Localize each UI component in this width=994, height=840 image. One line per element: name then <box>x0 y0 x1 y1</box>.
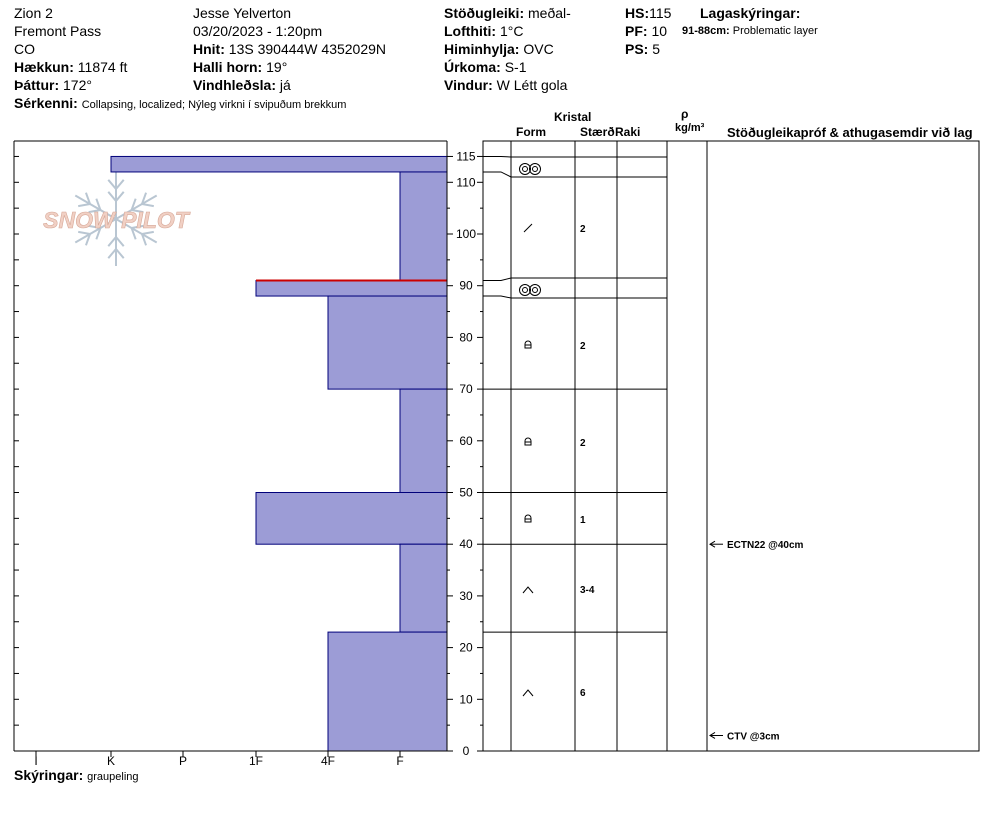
comments: Skýringar: graupeling <box>14 767 139 783</box>
air-temp: Lofthiti: 1°C <box>444 23 524 39</box>
hardness-bar <box>255 492 448 545</box>
y-tick-label: 60 <box>459 434 473 448</box>
test-arrow-head <box>709 732 716 739</box>
faceted-icon <box>524 340 532 349</box>
y-tick-label: 70 <box>459 382 473 396</box>
layer-connector <box>483 171 512 178</box>
hardness-bar <box>327 295 448 390</box>
stability-tests: ECTN22 @40cm CTV @3cm <box>709 540 804 742</box>
x-tick-label: P <box>179 754 187 768</box>
crystal-size-label: 2 <box>580 438 586 449</box>
depth-axis: 0 10 20 30 40 50 60 70 80 90 100 110 115 <box>447 149 483 758</box>
y-tick-label: 30 <box>459 589 473 603</box>
graupel-icon-inner <box>532 166 538 172</box>
features: Sérkenni: Collapsing, localized; Nýleg v… <box>14 95 347 111</box>
col-kristal: Kristal <box>554 110 592 124</box>
col-density-unit: kg/m³ <box>675 122 705 134</box>
stability: Stöðugleiki: meðal- <box>444 5 571 21</box>
col-form: Form <box>516 125 546 139</box>
hardness-bar <box>255 280 448 297</box>
y-tick-label: 50 <box>459 486 473 500</box>
graupel-icon <box>529 163 541 175</box>
y-tick-label: 110 <box>456 175 475 189</box>
col-tests: Stöðugleikapróf & athugasemdir við lag <box>727 125 973 140</box>
ps-value: PS: 5 <box>625 41 661 57</box>
hardness-bar <box>110 155 448 173</box>
depth-hoar-icon <box>522 689 534 697</box>
y-tick-label: 80 <box>459 330 473 344</box>
x-tick-label: F <box>396 754 403 768</box>
crystal-size-label: 1 <box>580 515 586 526</box>
pf-value: PF: 10 <box>625 23 668 39</box>
graupel-icon-inner <box>522 287 528 293</box>
precipitation: Úrkoma: S-1 <box>444 59 527 75</box>
layer-connector <box>483 295 512 299</box>
table-frame <box>482 140 980 752</box>
layer-connector <box>483 277 512 282</box>
elevation: Hækkun: 11874 ft <box>14 59 128 75</box>
test-label: ECTN22 @40cm <box>727 540 804 551</box>
y-tick-label: 40 <box>459 537 473 551</box>
test-arrow-head <box>709 540 716 548</box>
datetime: 03/20/2023 - 1:20pm <box>193 23 323 39</box>
site-name: Zion 2 <box>14 5 53 21</box>
slope-angle: Halli horn: 19° <box>193 59 288 75</box>
layer-table: 2 2 2 1 3-4 6 <box>482 140 980 752</box>
y-tick-label: 10 <box>459 692 473 706</box>
x-tick-label: 1F <box>249 754 263 768</box>
test-label: CTV @3cm <box>727 731 780 742</box>
coordinates: Hnit: 13S 390444W 4352029N <box>193 41 387 57</box>
chart-frame: I K P 1F 4F F <box>13 140 448 768</box>
observer: Jesse Yelverton <box>193 5 292 21</box>
wind: Vindur: W Létt gola <box>444 77 568 93</box>
aspect: Þáttur: 172° <box>14 77 92 93</box>
graupel-icon-inner <box>532 287 538 293</box>
x-tick-label: I <box>34 754 37 768</box>
snowpilot-logo-text: SNOW PILOT <box>43 207 191 233</box>
crystal-size-label: 2 <box>580 224 586 235</box>
faceted-icon <box>524 514 532 523</box>
y-tick-label: 90 <box>459 279 473 293</box>
col-moisture: Raki <box>615 125 641 139</box>
layer-connector <box>483 155 512 158</box>
y-tick-label: 20 <box>459 641 473 655</box>
hs-value: HS:115 <box>625 5 672 21</box>
y-tick-label: 115 <box>456 149 475 163</box>
state: CO <box>14 41 35 57</box>
snowflake-icon <box>74 172 158 266</box>
depth-hoar-icon <box>522 586 534 594</box>
graupel-icon-inner <box>522 166 528 172</box>
hardness-bars <box>110 155 448 752</box>
hardness-bar <box>399 543 448 633</box>
col-rho: ρ <box>681 107 689 121</box>
faceted-icon <box>524 437 532 446</box>
x-tick-label: 4F <box>321 754 335 768</box>
layer-notes-title: Lagaskýringar: <box>700 5 801 21</box>
graupel-icon <box>519 163 531 175</box>
hardness-bar <box>399 388 448 494</box>
hardness-bar <box>327 631 448 752</box>
fragments-icon <box>523 223 533 233</box>
col-size: Stærð <box>580 125 615 139</box>
layer-note: 91-88cm: Problematic layer <box>682 25 818 37</box>
x-tick-label: K <box>107 754 115 768</box>
sky-cover: Himinhylja: OVC <box>444 41 554 57</box>
graupel-icon <box>529 284 541 296</box>
crystal-size-label: 2 <box>580 341 586 352</box>
snowpilot-logo: SNOW PILOT <box>43 172 191 266</box>
wind-loading: Vindhleðsla: já <box>193 77 291 93</box>
crystal-size-label: 3-4 <box>580 585 595 596</box>
hardness-bar <box>399 171 448 282</box>
y-tick-label: 0 <box>463 744 470 758</box>
graupel-icon <box>519 284 531 296</box>
location: Fremont Pass <box>14 23 102 39</box>
crystal-size-label: 6 <box>580 688 586 699</box>
y-tick-label: 100 <box>456 227 476 241</box>
